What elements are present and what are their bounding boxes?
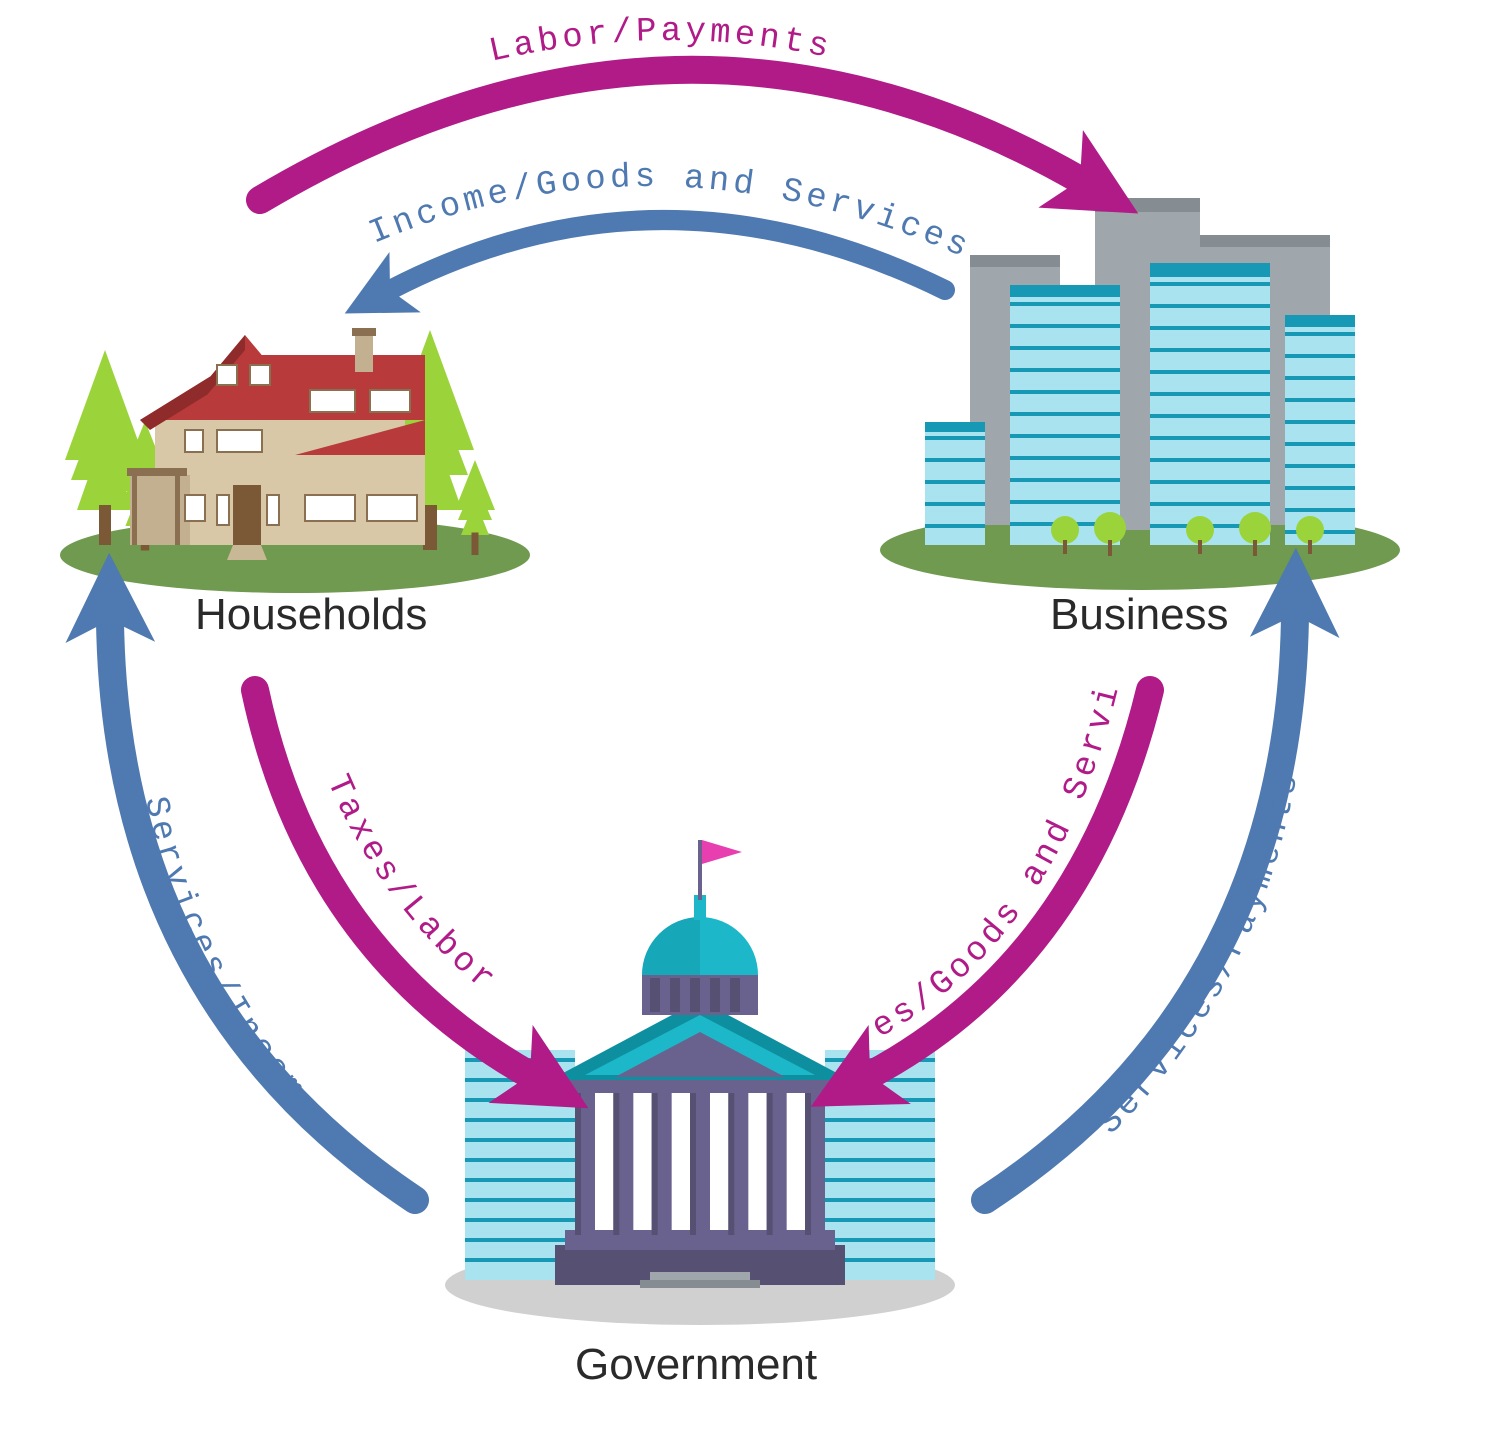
diagram-svg: Labor/PaymentsIncome/Goods and ServicesT… (0, 0, 1500, 1450)
business-label: Business (1050, 590, 1229, 640)
government-label: Government (575, 1340, 817, 1390)
households-label: Households (195, 590, 427, 640)
households-icon (60, 328, 530, 593)
diagram-canvas: Labor/PaymentsIncome/Goods and ServicesT… (0, 0, 1500, 1450)
